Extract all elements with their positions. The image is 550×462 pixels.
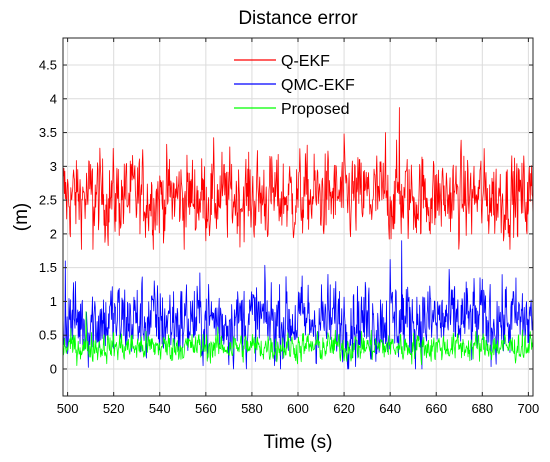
- legend-label: QMC-EKF: [281, 77, 355, 94]
- x-tick-label: 700: [518, 401, 540, 416]
- chart-title: Distance error: [238, 8, 358, 29]
- x-tick-label: 520: [103, 401, 125, 416]
- x-tick-label: 560: [195, 401, 217, 416]
- series-line-q-ekf: [63, 107, 533, 250]
- x-tick-label: 600: [287, 401, 309, 416]
- y-tick-label: 2.5: [39, 193, 57, 208]
- legend-label: Q-EKF: [281, 53, 330, 70]
- series-line-qmc-ekf: [63, 240, 533, 370]
- x-tick-label: 680: [471, 401, 493, 416]
- y-axis-ticks: 0 0.5 1 1.5 2 2.5 3 3.5 4 4.5: [39, 58, 533, 376]
- y-tick-label: 0: [50, 361, 57, 376]
- y-tick-label: 2: [50, 226, 57, 241]
- y-axis-label: (m): [11, 203, 32, 231]
- legend: Q-EKF QMC-EKF Proposed: [234, 53, 355, 118]
- legend-label: Proposed: [281, 101, 350, 118]
- y-tick-label: 3.5: [39, 125, 57, 140]
- y-tick-label: 1.5: [39, 260, 57, 275]
- x-tick-label: 640: [379, 401, 401, 416]
- y-tick-label: 0.5: [39, 328, 57, 343]
- y-tick-label: 4.5: [39, 58, 57, 73]
- x-axis-label: Time (s): [264, 432, 333, 453]
- series-line-proposed: [63, 311, 533, 367]
- x-tick-label: 660: [425, 401, 447, 416]
- plot-area: [63, 107, 533, 370]
- x-tick-label: 500: [57, 401, 79, 416]
- x-tick-label: 580: [241, 401, 263, 416]
- y-tick-label: 3: [50, 159, 57, 174]
- y-tick-label: 1: [50, 294, 57, 309]
- x-axis-ticks: 500 520 540 560 580 600 620 640 660 680 700: [57, 38, 539, 416]
- x-tick-label: 620: [333, 401, 355, 416]
- y-tick-label: 4: [50, 91, 57, 106]
- series-layer: [63, 107, 533, 370]
- x-tick-label: 540: [149, 401, 171, 416]
